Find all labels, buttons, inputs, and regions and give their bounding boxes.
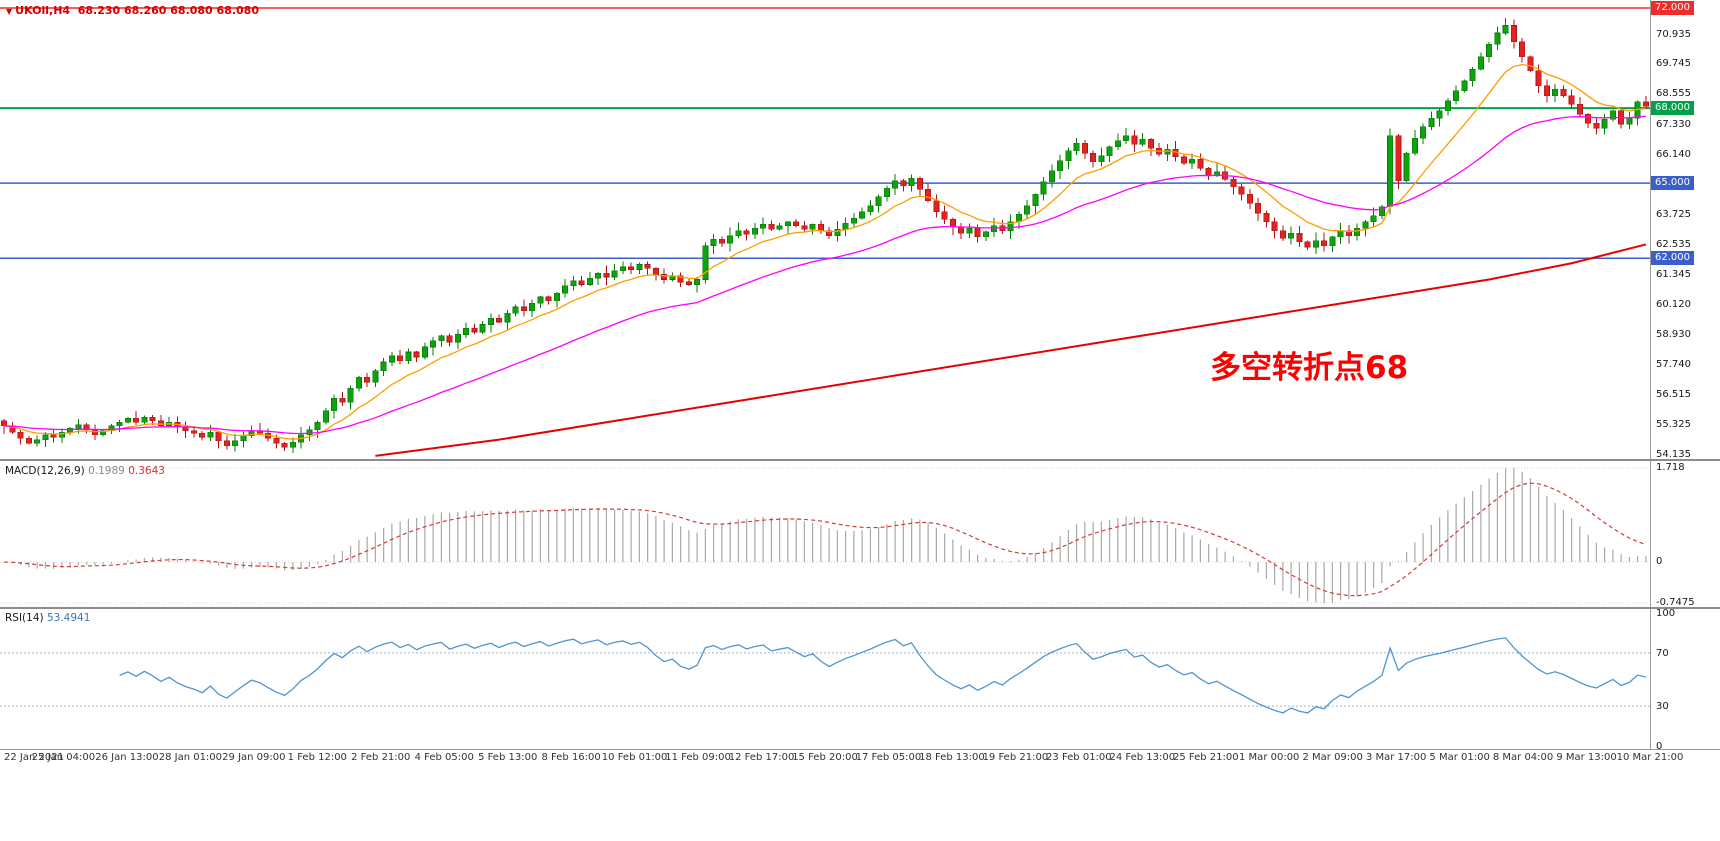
macd-name: MACD(12,26,9) (5, 465, 85, 477)
price-level-badge: 62.000 (1651, 251, 1694, 266)
time-axis-label: 4 Feb 05:00 (414, 752, 474, 763)
price-scale-tick: 62.535 (1656, 238, 1691, 250)
rsi-scale-tick: 70 (1656, 647, 1669, 659)
time-axis-label: 17 Feb 05:00 (855, 752, 922, 763)
time-axis-label: 12 Feb 17:00 (728, 752, 795, 763)
time-axis-label: 2 Mar 09:00 (1302, 752, 1363, 763)
price-scale-tick: 61.345 (1656, 268, 1691, 280)
time-axis-label: 18 Feb 13:00 (919, 752, 985, 763)
macd-chart-canvas[interactable] (0, 461, 1650, 607)
rsi-indicator-label: RSI(14) 53.4941 (5, 612, 90, 624)
time-axis-label: 28 Jan 01:00 (158, 752, 223, 763)
macd-scale-tick: -0.7475 (1656, 597, 1695, 608)
macd-signal-line (4, 482, 1647, 597)
price-scale-tick: 56.515 (1656, 389, 1691, 401)
time-axis-label: 10 Feb 01:00 (601, 752, 668, 763)
price-chart-canvas[interactable] (0, 0, 1650, 460)
price-scale-tick: 70.935 (1656, 28, 1691, 40)
horizontal-level-lines[interactable] (0, 7, 1650, 259)
time-axis-label: 8 Feb 16:00 (541, 752, 601, 763)
price-level-badge: 68.000 (1651, 101, 1694, 116)
time-axis-label: 9 Mar 13:00 (1556, 752, 1617, 763)
time-axis-label: 29 Jan 09:00 (222, 752, 286, 763)
time-axis-label: 22 Jan 2021 (4, 752, 64, 763)
macd-indicator-label: MACD(12,26,9) 0.1989 0.3643 (5, 465, 165, 477)
ma-fast-line (4, 63, 1646, 440)
rsi-scale-tick: 30 (1656, 701, 1669, 713)
time-axis-label: 1 Feb 12:00 (287, 752, 347, 763)
rsi-line (119, 637, 1647, 714)
chart-title: ▼ UKOil,H4 68.230 68.260 68.080 68.080 (6, 4, 259, 17)
price-scale-tick: 55.325 (1656, 419, 1691, 431)
macd-scale-tick: 1.718 (1656, 462, 1685, 473)
time-axis-label: 25 Feb 21:00 (1172, 752, 1239, 763)
time-axis-label: 11 Feb 09:00 (665, 752, 731, 763)
price-scale-tick: 66.140 (1656, 148, 1691, 160)
time-axis-label: 8 Mar 04:00 (1492, 752, 1554, 763)
time-axis-label: 25 Jan 04:00 (31, 752, 96, 763)
rsi-name: RSI(14) (5, 612, 44, 624)
price-scale-tick: 63.725 (1656, 209, 1691, 221)
time-axis-label: 26 Jan 13:00 (95, 752, 159, 763)
price-scale-border (1650, 0, 1651, 749)
time-axis-label: 5 Mar 01:00 (1429, 752, 1490, 763)
time-axis-label: 19 Feb 21:00 (982, 752, 1049, 763)
price-scale-tick: 60.120 (1656, 299, 1691, 311)
price-scale-tick: 58.930 (1656, 329, 1691, 341)
ma-medium-line (4, 115, 1646, 435)
chart-annotation-text: 多空转折点68 (1210, 350, 1409, 386)
time-axis-label: 15 Feb 20:00 (792, 752, 858, 763)
price-level-badge: 65.000 (1651, 176, 1694, 191)
macd-histogram (11, 468, 1647, 603)
symbol-marker-icon: ▼ (6, 7, 13, 16)
rsi-chart-canvas[interactable] (0, 609, 1650, 749)
time-axis-border (0, 749, 1720, 750)
price-scale-tick: 68.555 (1656, 88, 1691, 100)
panel-separator-macd[interactable] (0, 459, 1720, 461)
time-axis-label: 10 Mar 21:00 (1616, 752, 1684, 763)
rsi-scale-tick: 100 (1656, 608, 1676, 619)
ma-slow-line (375, 243, 1647, 457)
time-axis-label: 24 Feb 13:00 (1109, 752, 1176, 763)
time-axis-label: 5 Feb 13:00 (478, 752, 538, 763)
price-scale-tick: 69.745 (1656, 58, 1691, 70)
panel-separator-rsi[interactable] (0, 607, 1720, 609)
macd-value-signal: 0.3643 (128, 465, 165, 477)
macd-value-main: 0.1989 (88, 465, 125, 477)
price-scale-tick: 54.135 (1656, 449, 1691, 460)
macd-scale-tick: 0 (1656, 556, 1663, 568)
time-axis-label: 3 Mar 17:00 (1365, 752, 1427, 763)
price-scale-tick: 57.740 (1656, 358, 1691, 370)
time-axis-label: 23 Feb 01:00 (1046, 752, 1112, 763)
rsi-scale-tick: 0 (1656, 741, 1663, 752)
rsi-value: 53.4941 (46, 612, 91, 624)
time-axis-label: 1 Mar 00:00 (1239, 752, 1300, 763)
time-axis-label: 2 Feb 21:00 (351, 752, 411, 763)
price-level-badge: 72.000 (1651, 1, 1694, 15)
symbol-ohlc-label: UKOil,H4 68.230 68.260 68.080 68.080 (15, 4, 259, 17)
price-scale-tick: 67.330 (1656, 118, 1691, 130)
